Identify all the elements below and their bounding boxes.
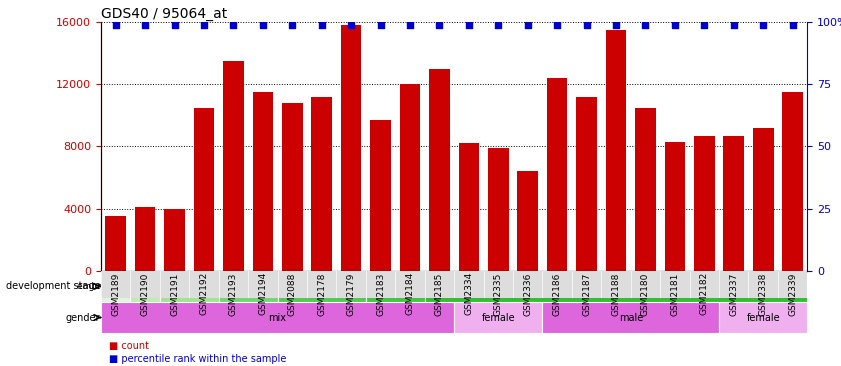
- Bar: [130, 271, 160, 302]
- Bar: [160, 271, 219, 302]
- Text: GSM2179: GSM2179: [346, 272, 356, 315]
- Bar: [105, 216, 126, 271]
- Point: [197, 22, 210, 28]
- Text: mix: mix: [268, 313, 287, 322]
- Point: [315, 22, 328, 28]
- Point: [345, 22, 358, 28]
- Bar: [282, 103, 303, 271]
- Point: [639, 22, 653, 28]
- Bar: [341, 25, 362, 271]
- Text: 3 month: 3 month: [303, 282, 341, 291]
- Bar: [366, 271, 425, 302]
- Point: [580, 22, 594, 28]
- Bar: [719, 302, 807, 333]
- Text: neonatal day 1: neonatal day 1: [111, 282, 179, 291]
- Point: [669, 22, 682, 28]
- Bar: [425, 271, 807, 302]
- Text: male: male: [619, 313, 643, 322]
- Point: [698, 22, 711, 28]
- Text: GSM2185: GSM2185: [435, 272, 444, 315]
- Point: [108, 22, 123, 28]
- Bar: [223, 61, 244, 271]
- Point: [404, 22, 417, 28]
- Text: ■ count: ■ count: [109, 341, 150, 351]
- Text: 12 month: 12 month: [595, 282, 637, 291]
- Text: GSM2183: GSM2183: [376, 272, 385, 315]
- Text: female: female: [482, 313, 515, 322]
- Text: GSM2178: GSM2178: [317, 272, 326, 315]
- Bar: [164, 209, 185, 271]
- Text: GSM2193: GSM2193: [229, 272, 238, 315]
- Text: gender: gender: [66, 313, 100, 322]
- Text: 4 week: 4 week: [232, 282, 264, 291]
- Text: GSM2189: GSM2189: [111, 272, 120, 315]
- Bar: [488, 148, 509, 271]
- Text: development stage: development stage: [6, 281, 100, 291]
- Point: [138, 22, 151, 28]
- Bar: [458, 143, 479, 271]
- Bar: [370, 120, 391, 271]
- Point: [609, 22, 622, 28]
- Point: [373, 22, 387, 28]
- Point: [727, 22, 740, 28]
- Bar: [454, 302, 542, 333]
- Text: GSM2191: GSM2191: [170, 272, 179, 315]
- Point: [550, 22, 563, 28]
- Text: female: female: [747, 313, 780, 322]
- Text: GSM2338: GSM2338: [759, 272, 768, 315]
- Text: GSM2187: GSM2187: [582, 272, 591, 315]
- Point: [226, 22, 241, 28]
- Text: GSM2188: GSM2188: [611, 272, 621, 315]
- Text: GSM2182: GSM2182: [700, 272, 709, 315]
- Bar: [694, 135, 715, 271]
- Bar: [219, 271, 278, 302]
- Text: ■ percentile rank within the sample: ■ percentile rank within the sample: [109, 354, 287, 364]
- Text: GDS40 / 95064_at: GDS40 / 95064_at: [101, 7, 227, 21]
- Text: GSM2186: GSM2186: [553, 272, 562, 315]
- Text: GSM2184: GSM2184: [405, 272, 415, 315]
- Text: GSM2336: GSM2336: [523, 272, 532, 315]
- Point: [167, 22, 181, 28]
- Bar: [782, 92, 803, 271]
- Text: 5 month: 5 month: [376, 282, 415, 291]
- Bar: [635, 108, 656, 271]
- Bar: [311, 97, 332, 271]
- Bar: [193, 108, 214, 271]
- Text: GSM2194: GSM2194: [258, 272, 267, 315]
- Bar: [101, 271, 130, 302]
- Bar: [135, 207, 156, 271]
- Bar: [547, 78, 568, 271]
- Bar: [252, 92, 273, 271]
- Bar: [723, 135, 744, 271]
- Text: GSM2190: GSM2190: [140, 272, 150, 315]
- Point: [521, 22, 535, 28]
- Bar: [753, 128, 774, 271]
- Bar: [429, 69, 450, 271]
- Bar: [278, 271, 366, 302]
- Text: GSM2339: GSM2339: [788, 272, 797, 315]
- Point: [491, 22, 505, 28]
- Text: GSM2337: GSM2337: [729, 272, 738, 315]
- Text: GSM2192: GSM2192: [199, 272, 209, 315]
- Text: GSM2335: GSM2335: [494, 272, 503, 315]
- Bar: [399, 84, 420, 271]
- Text: GSM2088: GSM2088: [288, 272, 297, 315]
- Point: [757, 22, 770, 28]
- Text: GSM2181: GSM2181: [670, 272, 680, 315]
- Text: embryo day 12.5: embryo day 12.5: [77, 282, 154, 291]
- Text: GSM2334: GSM2334: [464, 272, 473, 315]
- Bar: [606, 30, 627, 271]
- Bar: [101, 302, 454, 333]
- Bar: [542, 302, 719, 333]
- Point: [463, 22, 476, 28]
- Bar: [517, 171, 538, 271]
- Bar: [576, 97, 597, 271]
- Point: [285, 22, 299, 28]
- Point: [256, 22, 269, 28]
- Text: GSM2180: GSM2180: [641, 272, 650, 315]
- Point: [432, 22, 446, 28]
- Bar: [664, 142, 685, 271]
- Point: [786, 22, 800, 28]
- Text: 1 week: 1 week: [173, 282, 205, 291]
